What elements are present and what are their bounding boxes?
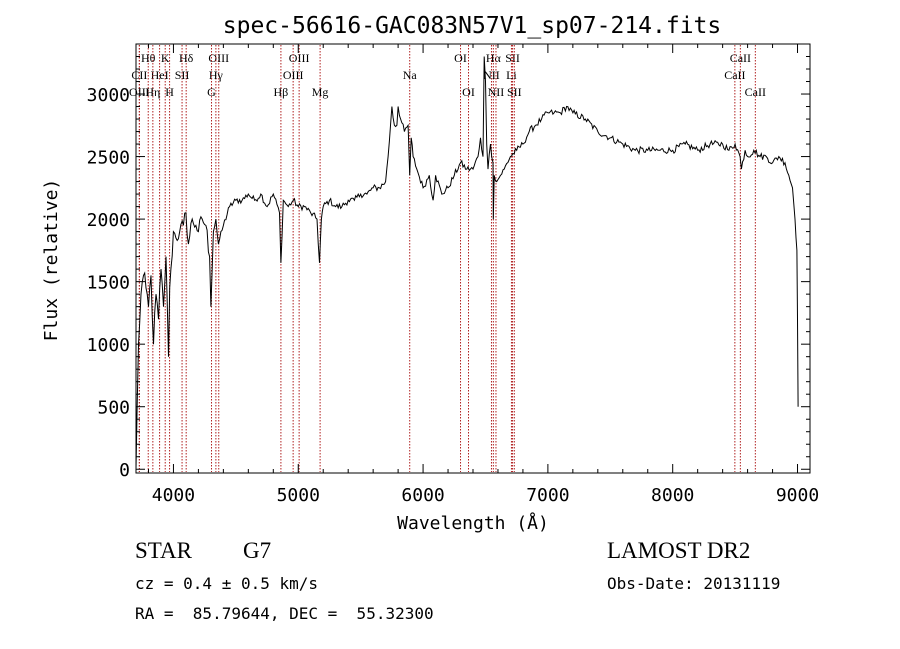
line-marker-label: SII (175, 68, 190, 82)
object-class: STAR (135, 538, 192, 563)
coordinates-text: RA = 85.79644, DEC = 55.32300 (135, 604, 434, 623)
line-marker-label: OIII (208, 51, 229, 65)
line-marker-label: CaII (745, 85, 766, 99)
line-marker-label: G (207, 85, 216, 99)
line-marker-label: Mg (312, 85, 329, 99)
y-tick-label: 3000 (87, 85, 130, 106)
x-tick-label: 9000 (776, 485, 819, 506)
line-marker-label: Hα (486, 51, 502, 65)
x-tick-label: 7000 (526, 485, 569, 506)
line-marker-label: Na (403, 68, 418, 82)
y-tick-label: 500 (97, 398, 130, 419)
x-tick-label: 4000 (152, 485, 195, 506)
line-marker-label: CaII (730, 51, 751, 65)
x-tick-label: 6000 (401, 485, 444, 506)
survey-name: LAMOST DR2 (607, 538, 751, 563)
line-marker-label: Li (506, 68, 517, 82)
line-marker-label: OIII (289, 51, 310, 65)
line-marker-label: K (161, 51, 170, 65)
plot-frame (135, 43, 811, 474)
x-axis-label: Wavelength (Å) (397, 512, 549, 534)
line-marker-label: Hγ (209, 68, 224, 82)
line-marker-label: Hδ (179, 51, 194, 65)
y-tick-label: 1000 (87, 335, 130, 356)
line-marker-label: OIII (129, 85, 150, 99)
line-marker-label: OI (462, 85, 475, 99)
line-marker-label: OIII (283, 68, 304, 82)
line-marker-label: SII (507, 85, 522, 99)
line-marker-label: Hθ (141, 51, 156, 65)
y-tick-label: 2000 (87, 210, 130, 231)
x-tick-label: 5000 (277, 485, 320, 506)
y-axis-label: Flux (relative) (41, 179, 62, 342)
line-marker-label: OI (454, 51, 467, 65)
chart-title: spec-56616-GAC083N57V1_sp07-214.fits (223, 13, 722, 39)
y-tick-label: 0 (119, 460, 130, 481)
line-marker-label: NII (488, 85, 505, 99)
line-marker-label: SII (505, 51, 520, 65)
line-marker-label: HeI (151, 68, 169, 82)
y-tick-label: 2500 (87, 148, 130, 169)
line-marker-label: Hβ (274, 85, 289, 99)
y-tick-label: 1500 (87, 273, 130, 294)
line-marker-label: H (165, 85, 174, 99)
line-marker-label: CaII (724, 68, 745, 82)
line-marker-label: Hη (145, 85, 160, 99)
obs-date-text: Obs-Date: 20131119 (607, 574, 781, 593)
object-subclass: G7 (243, 538, 272, 563)
x-tick-label: 8000 (651, 485, 694, 506)
redshift-text: cz = 0.4 ± 0.5 km/s (135, 574, 319, 593)
axis-ticks: 4000 5000 6000 7000 8000 9000 0 500 1000 1500 2000… (87, 44, 819, 506)
spectrum-line (135, 56, 799, 470)
